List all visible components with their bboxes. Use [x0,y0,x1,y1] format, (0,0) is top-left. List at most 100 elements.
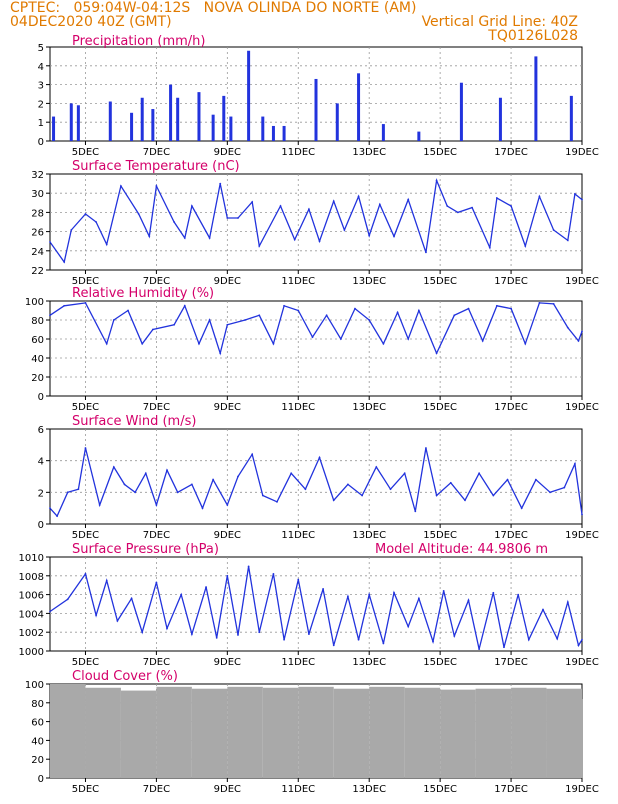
cloud-bar [156,686,192,778]
data-point [453,314,456,317]
data-point [311,336,314,338]
data-point [49,507,51,510]
precip-bar [211,114,215,141]
data-point [190,633,193,635]
x-tick-label: 11DEC [281,657,315,668]
x-tick-label: 5DEC [72,147,99,158]
data-point [272,573,275,575]
y-tick-label: 0 [38,520,44,531]
y-tick-label: 1008 [19,572,44,583]
data-point [49,314,51,317]
data-point [407,338,410,340]
cloud-bar [369,686,405,778]
cloud-bar [475,688,512,778]
x-tick-label: 7DEC [143,276,170,287]
data-point [332,644,335,647]
x-tick-label: 19DEC [565,276,599,287]
data-point [382,642,385,645]
y-tick-label: 20 [31,755,44,766]
data-point [272,342,275,345]
x-tick-label: 9DEC [214,784,241,795]
x-tick-label: 7DEC [143,530,170,541]
data-point [49,610,51,613]
x-tick-label: 15DEC [423,276,457,287]
panel-3: Relative Humidity (%) 0 20 40 60 80 100 5DEC 7DE… [25,286,599,413]
data-point [226,574,229,577]
x-tick-label: 7DEC [143,402,170,413]
data-point [226,323,229,326]
y-tick-label: 40 [31,354,44,365]
data-point [449,481,452,484]
data-point [176,491,179,494]
x-tick-label: 11DEC [281,276,315,287]
x-tick-label: 9DEC [214,276,241,287]
data-point [339,338,342,340]
x-tick-label: 15DEC [423,784,457,795]
data-point [155,504,158,506]
y-tick-label: 80 [31,699,44,710]
header-model-code: TQ0126L028 [487,28,578,44]
data-point [393,235,395,238]
data-point [258,631,261,634]
data-point [219,182,222,185]
x-tick-label: 15DEC [423,657,457,668]
data-point [407,625,410,628]
x-tick-label: 7DEC [143,147,170,158]
header-date: 04DEC2020 40Z (GMT) [10,14,172,30]
x-tick-label: 15DEC [423,402,457,413]
data-point [481,340,484,342]
data-point [361,494,364,497]
panel-4: Surface Wind (m/s) 0 2 4 6 5DEC 7DEC 9DEC 11DEC 1… [38,414,599,541]
x-tick-label: 17DEC [494,657,528,668]
precip-bar [130,112,134,141]
y-tick-label: 2 [38,488,44,499]
cloud-bar [85,687,121,778]
x-tick-label: 9DEC [214,402,241,413]
data-point [492,591,495,594]
data-point [510,205,512,207]
data-point [116,620,119,622]
data-point [237,634,239,636]
data-point [375,466,378,468]
y-tick-label: 1 [38,118,44,129]
x-tick-label: 19DEC [565,784,599,795]
cloud-bar [191,688,228,778]
data-point [432,640,434,643]
data-point [574,462,576,465]
precip-bar [314,78,318,141]
panel-6: Cloud Cover (%) 0 20 40 60 80 100 5DEC 7DEC 9DEC 1… [25,669,599,795]
data-point [506,478,509,481]
data-point [332,499,335,502]
data-point [304,488,307,491]
data-point [141,342,144,345]
data-point [396,311,399,314]
x-tick-label: 19DEC [565,657,599,668]
cloud-bar [546,688,582,778]
x-tick-label: 19DEC [565,530,599,541]
data-point [503,646,505,649]
data-point [488,246,491,249]
data-point [297,578,300,581]
data-point [283,304,285,307]
data-point [237,217,239,219]
data-point [308,208,310,211]
data-point [442,589,445,592]
data-point [520,507,523,510]
data-point [425,447,427,449]
header-location: CPTEC: 059:04W-04:12S NOVA OLINDA DO NOR… [10,0,416,16]
x-tick-label: 15DEC [423,530,457,541]
data-point [293,238,296,241]
precip-bar [534,56,538,141]
x-tick-label: 17DEC [494,276,528,287]
x-tick-label: 9DEC [214,147,241,158]
cloud-bar [262,687,299,778]
data-point [467,599,470,602]
data-point [208,237,211,239]
data-point [120,185,122,187]
precip-bar [357,73,361,141]
precip-bar [76,105,80,141]
data-point [574,193,576,195]
cloud-bar [50,684,86,778]
data-point [318,456,321,459]
data-point [577,644,580,647]
